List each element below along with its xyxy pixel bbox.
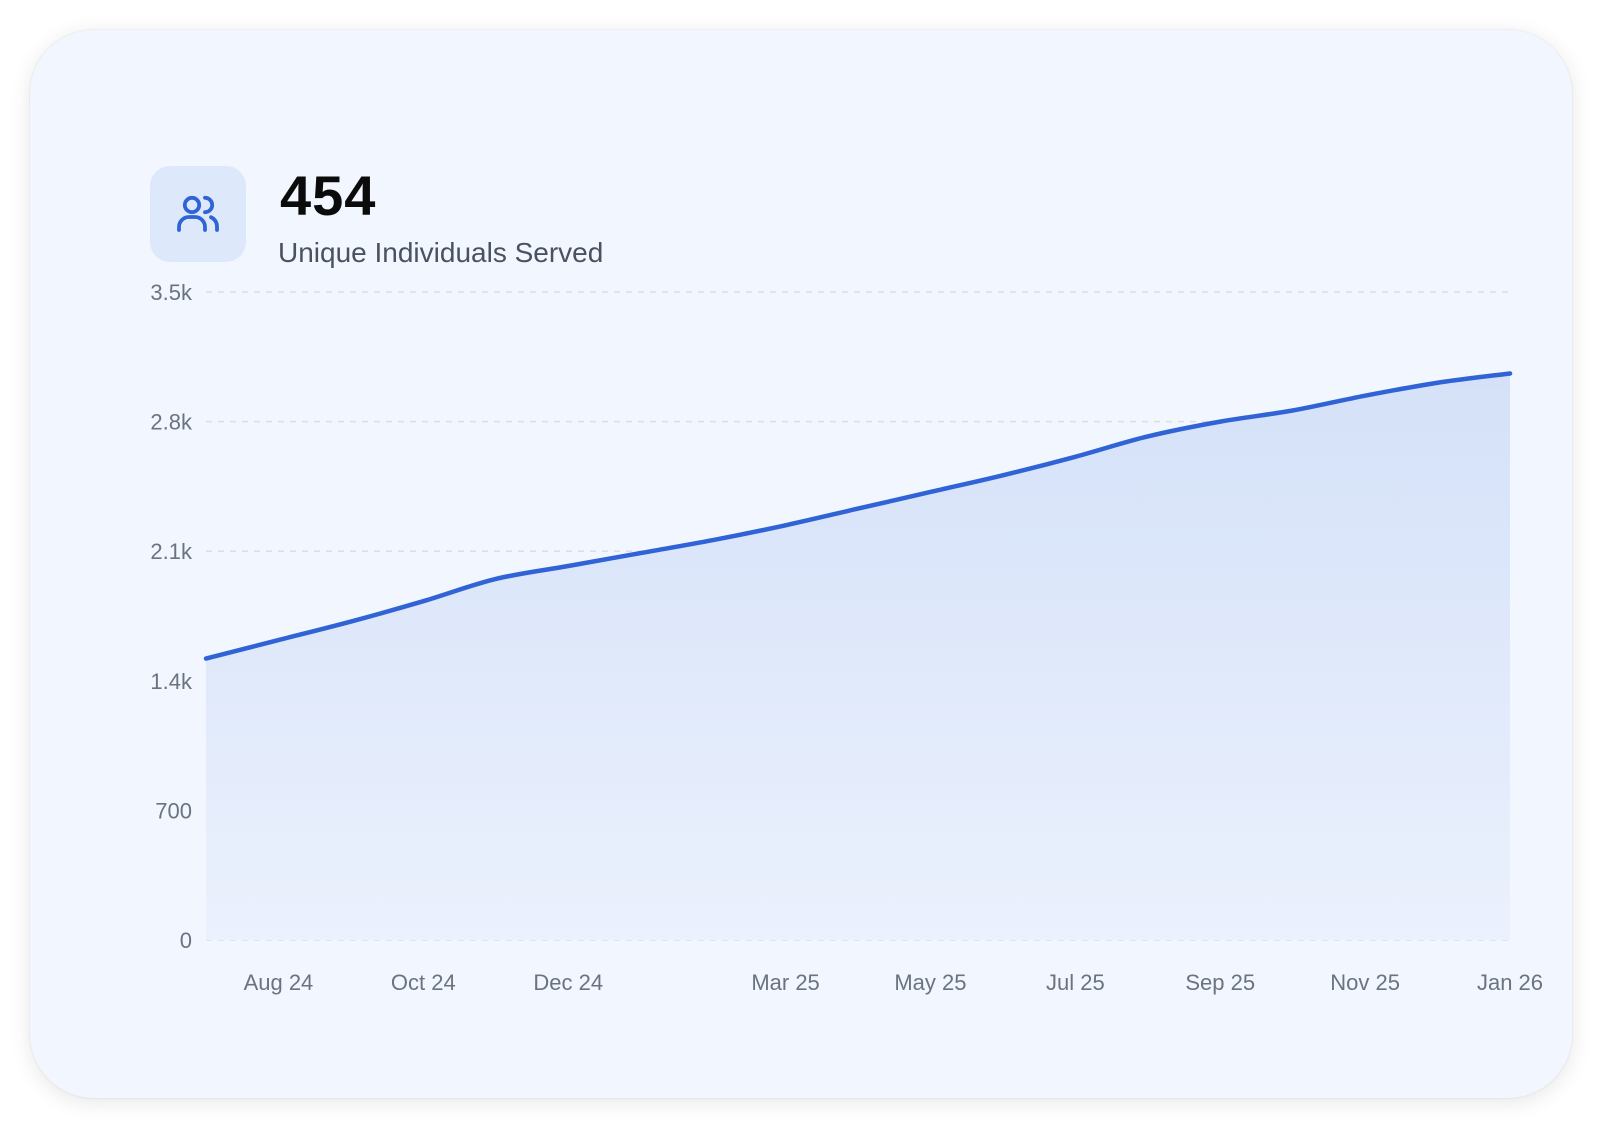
data-point [1000,472,1006,478]
data-point [1435,380,1441,386]
data-point [493,576,499,582]
data-point [565,563,571,569]
data-point [1145,433,1151,439]
data-point [420,598,426,604]
data-point [710,537,716,543]
y-tick-label: 2.1k [150,539,193,564]
data-point [638,550,644,556]
x-tick-label: Mar 25 [751,970,819,995]
data-point [927,489,933,495]
data-point [1217,419,1223,425]
data-point [1362,393,1368,399]
metric-label: Unique Individuals Served [278,237,604,268]
y-tick-label: 700 [155,798,192,823]
x-axis-ticks: Aug 24 Oct 24 Dec 24 Mar 25 May 25 Jul 25 Sep … [244,970,1543,995]
series-line-group [203,370,1513,662]
data-point [1507,370,1513,376]
data-point [275,637,281,643]
x-tick-label: Jan 26 [1477,970,1543,995]
metric-value: 454 [280,164,377,227]
data-point [1290,407,1296,413]
data-point [203,656,209,662]
data-point [1072,454,1078,460]
x-tick-label: Dec 24 [533,970,603,995]
x-tick-label: Oct 24 [391,970,456,995]
y-tick-label: 3.5k [150,280,193,305]
y-tick-label: 2.8k [150,410,193,435]
users-icon-badge [150,166,246,262]
x-tick-label: Nov 25 [1330,970,1400,995]
x-tick-label: Aug 24 [244,970,314,995]
x-tick-label: Jul 25 [1046,970,1105,995]
y-tick-label: 0 [180,928,192,953]
x-tick-label: Sep 25 [1185,970,1255,995]
data-point [783,522,789,528]
area-fill [206,373,1510,940]
data-point [855,506,861,512]
users-icon [177,195,219,232]
y-tick-label: 1.4k [150,669,193,694]
area-fill-group [206,373,1510,940]
y-axis-ticks: 0 700 1.4k 2.1k 2.8k 3.5k [150,280,193,953]
series-line [203,371,1513,661]
data-point [348,619,354,625]
x-tick-label: May 25 [894,970,966,995]
